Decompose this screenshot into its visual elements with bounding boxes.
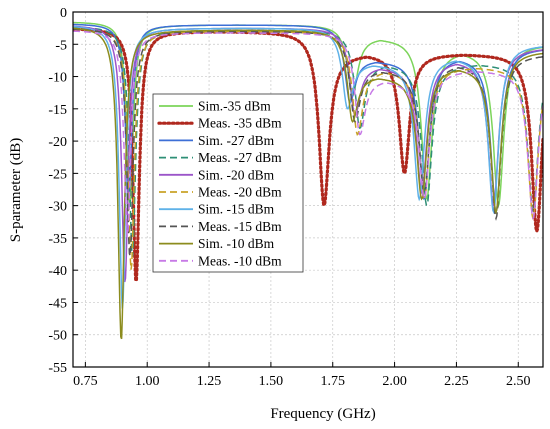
y-tick-label: 0 (60, 6, 67, 21)
series-line-9 (73, 27, 543, 340)
legend-label: Meas. -10 dBm (198, 253, 282, 268)
series-line-10 (73, 30, 543, 238)
legend-label: Meas. -35 dBm (198, 116, 282, 131)
legend-label: Sim. -10 dBm (198, 236, 275, 251)
series-line-8 (73, 28, 543, 257)
y-tick-label: -40 (48, 264, 67, 279)
y-axis-title: S-parameter (dB) (8, 138, 24, 243)
x-tick-label: 2.25 (444, 374, 469, 389)
plot-frame (72, 11, 544, 368)
legend: Sim.-35 dBm Meas. -35 dBm Sim. -27 dBm Meas… (152, 93, 304, 273)
legend-label: Meas. -15 dBm (198, 219, 282, 234)
y-tick-label: -15 (48, 103, 67, 118)
x-tick-label: 2.00 (382, 374, 407, 389)
y-tick-label: -35 (48, 232, 67, 247)
legend-label: Sim. -27 dBm (198, 133, 275, 148)
x-tick-label: 1.75 (320, 374, 345, 389)
x-tick-label: 1.50 (259, 374, 284, 389)
x-axis-title: Frequency (GHz) (270, 406, 375, 422)
y-tick-label: -5 (55, 38, 67, 53)
series-line-7 (73, 25, 543, 309)
y-tick-label: -25 (48, 167, 67, 182)
y-tick-label: -45 (48, 296, 67, 311)
ticks: 0.75 1.00 1.25 1.50 1.75 2.00 2.25 2.50 0 -5 -10 -1… (48, 6, 530, 389)
legend-label: Meas. -27 dBm (198, 150, 282, 165)
series-line-3 (73, 23, 543, 215)
y-tick-label: -55 (48, 361, 67, 376)
y-tick-label: -10 (48, 71, 67, 86)
x-tick-label: 2.50 (506, 374, 531, 389)
y-tick-label: -30 (48, 200, 67, 215)
legend-label: Sim.-35 dBm (198, 99, 271, 114)
series-lines (73, 21, 543, 340)
y-tick-label: -20 (48, 135, 67, 150)
legend-label: Sim. -15 dBm (198, 202, 275, 217)
series-line-2 (73, 27, 543, 285)
legend-label: Sim. -20 dBm (198, 167, 275, 182)
legend-label: Meas. -20 dBm (198, 185, 282, 200)
y-tick-label: -50 (48, 329, 67, 344)
x-tick-label: 0.75 (73, 374, 98, 389)
x-tick-label: 1.00 (135, 374, 160, 389)
x-tick-label: 1.25 (197, 374, 222, 389)
series-group (73, 21, 543, 340)
